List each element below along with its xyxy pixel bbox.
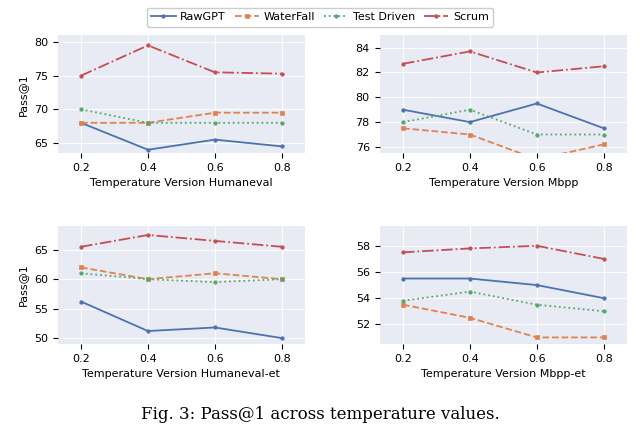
WaterFall xyxy=(144,120,152,125)
Line: RawGPT: RawGPT xyxy=(79,300,284,340)
RawGPT xyxy=(77,120,85,125)
Test Driven xyxy=(278,277,285,282)
Line: Test Driven: Test Driven xyxy=(79,272,284,284)
RawGPT xyxy=(466,120,474,125)
Line: RawGPT: RawGPT xyxy=(79,121,284,151)
Test Driven xyxy=(399,298,407,303)
RawGPT xyxy=(211,137,219,142)
Scrum xyxy=(211,70,219,75)
Scrum xyxy=(600,256,607,262)
Scrum xyxy=(144,232,152,238)
RawGPT xyxy=(77,299,85,304)
RawGPT xyxy=(144,329,152,334)
Test Driven xyxy=(278,120,285,125)
Y-axis label: Pass@1: Pass@1 xyxy=(18,73,28,116)
Line: Scrum: Scrum xyxy=(401,50,605,74)
Line: RawGPT: RawGPT xyxy=(401,277,605,300)
WaterFall xyxy=(278,110,285,116)
RawGPT xyxy=(399,107,407,112)
RawGPT xyxy=(399,276,407,281)
WaterFall xyxy=(399,302,407,307)
Test Driven xyxy=(466,289,474,294)
Line: WaterFall: WaterFall xyxy=(79,111,284,124)
WaterFall xyxy=(211,271,219,276)
RawGPT xyxy=(600,126,607,131)
Line: Test Driven: Test Driven xyxy=(401,290,605,313)
RawGPT xyxy=(466,276,474,281)
Scrum xyxy=(77,244,85,250)
Y-axis label: Pass@1: Pass@1 xyxy=(19,264,28,306)
Scrum xyxy=(77,73,85,78)
WaterFall xyxy=(533,157,541,162)
Scrum xyxy=(278,244,285,250)
RawGPT xyxy=(533,101,541,106)
WaterFall xyxy=(278,277,285,282)
WaterFall xyxy=(144,277,152,282)
Scrum xyxy=(533,70,541,75)
Test Driven xyxy=(144,277,152,282)
Scrum xyxy=(211,238,219,243)
Test Driven xyxy=(600,132,607,137)
Test Driven xyxy=(533,132,541,137)
Line: WaterFall: WaterFall xyxy=(79,265,284,281)
Test Driven xyxy=(77,107,85,112)
Line: WaterFall: WaterFall xyxy=(401,303,605,339)
Line: RawGPT: RawGPT xyxy=(401,102,605,130)
Test Driven xyxy=(533,302,541,307)
Scrum xyxy=(278,71,285,76)
Scrum xyxy=(399,61,407,67)
Line: Scrum: Scrum xyxy=(79,44,284,78)
RawGPT xyxy=(278,144,285,149)
X-axis label: Temperature Version Humaneval-et: Temperature Version Humaneval-et xyxy=(83,369,280,379)
RawGPT xyxy=(278,336,285,341)
Scrum xyxy=(399,250,407,255)
Text: Fig. 3: Pass@1 across temperature values.: Fig. 3: Pass@1 across temperature values… xyxy=(141,406,499,423)
RawGPT xyxy=(144,147,152,153)
Test Driven xyxy=(399,120,407,125)
Line: Test Driven: Test Driven xyxy=(401,108,605,136)
WaterFall xyxy=(600,335,607,340)
Test Driven xyxy=(600,309,607,314)
WaterFall xyxy=(533,335,541,340)
Test Driven xyxy=(211,120,219,125)
X-axis label: Temperature Version Mbpp-et: Temperature Version Mbpp-et xyxy=(421,369,586,379)
Scrum xyxy=(466,49,474,54)
WaterFall xyxy=(77,265,85,270)
WaterFall xyxy=(600,142,607,147)
RawGPT xyxy=(211,325,219,330)
Scrum xyxy=(600,64,607,69)
Line: WaterFall: WaterFall xyxy=(401,127,605,161)
Line: Test Driven: Test Driven xyxy=(79,108,284,124)
Test Driven xyxy=(466,107,474,112)
Legend: RawGPT, WaterFall, Test Driven, Scrum: RawGPT, WaterFall, Test Driven, Scrum xyxy=(147,8,493,26)
Scrum xyxy=(466,246,474,251)
Test Driven xyxy=(144,120,152,125)
WaterFall xyxy=(466,132,474,137)
Test Driven xyxy=(77,271,85,276)
Scrum xyxy=(533,243,541,248)
Scrum xyxy=(144,43,152,48)
WaterFall xyxy=(466,315,474,321)
Test Driven xyxy=(211,280,219,285)
Line: Scrum: Scrum xyxy=(401,244,605,261)
WaterFall xyxy=(211,110,219,116)
X-axis label: Temperature Version Humaneval: Temperature Version Humaneval xyxy=(90,178,273,188)
X-axis label: Temperature Version Mbpp: Temperature Version Mbpp xyxy=(429,178,578,188)
RawGPT xyxy=(533,282,541,288)
Line: Scrum: Scrum xyxy=(79,233,284,249)
RawGPT xyxy=(600,295,607,301)
WaterFall xyxy=(77,120,85,125)
WaterFall xyxy=(399,126,407,131)
